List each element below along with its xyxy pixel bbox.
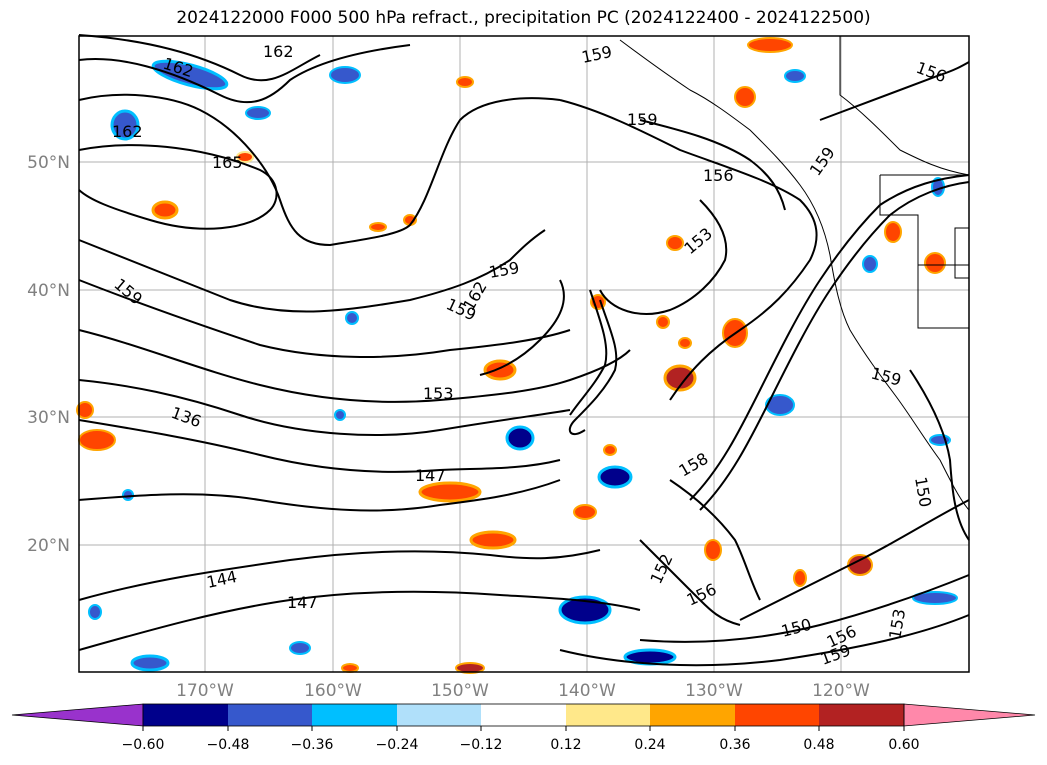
colorbar-segment bbox=[228, 704, 312, 726]
colorbar-extend-high bbox=[903, 703, 1036, 727]
contour-label: 156 bbox=[703, 166, 734, 185]
map-frame bbox=[78, 35, 970, 673]
colorbar-segment bbox=[397, 704, 481, 726]
contour-label: 147 bbox=[287, 593, 318, 612]
colorbar-tick-label: −0.24 bbox=[376, 737, 419, 753]
colorbar-segment bbox=[312, 704, 397, 726]
contour-label: 162 bbox=[112, 122, 143, 141]
colorbar-segment bbox=[735, 704, 819, 726]
contour-label: 159 bbox=[627, 110, 658, 129]
colorbar-tick-label: 0.60 bbox=[888, 737, 919, 753]
colorbar-segment bbox=[819, 704, 904, 726]
colorbar-tick-label: 0.12 bbox=[550, 737, 581, 753]
map-title: 2024122000 F000 500 hPa refract., precip… bbox=[176, 8, 871, 28]
lon-label: 150°W bbox=[431, 681, 489, 701]
lat-label: 20°N bbox=[27, 536, 70, 556]
contour-label: 153 bbox=[423, 384, 454, 403]
colorbar-tick-label: 0.36 bbox=[719, 737, 750, 753]
lon-label: 130°W bbox=[685, 681, 743, 701]
contour-label: 162 bbox=[263, 42, 294, 61]
contour-label: 165 bbox=[212, 153, 243, 172]
colorbar-tick-label: −0.48 bbox=[207, 737, 250, 753]
contour-label: 147 bbox=[415, 466, 446, 485]
lon-label: 160°W bbox=[304, 681, 362, 701]
lat-label: 30°N bbox=[27, 408, 70, 428]
colorbar-tick-label: −0.60 bbox=[122, 737, 165, 753]
colorbar: −0.60 −0.48 −0.36 −0.24 −0.12 0.12 0.24 … bbox=[11, 703, 1036, 753]
colorbar-tick-label: 0.48 bbox=[803, 737, 834, 753]
lon-label: 120°W bbox=[812, 681, 870, 701]
colorbar-tick-label: −0.36 bbox=[291, 737, 334, 753]
colorbar-segment bbox=[481, 704, 566, 726]
colorbar-extend-low bbox=[11, 703, 144, 727]
longitude-labels: 170°W 160°W 150°W 140°W 130°W 120°W bbox=[176, 681, 870, 701]
latitude-labels: 50°N 40°N 30°N 20°N bbox=[27, 153, 70, 556]
colorbar-tick-label: 0.24 bbox=[634, 737, 665, 753]
colorbar-segment bbox=[566, 704, 650, 726]
colorbar-segment bbox=[650, 704, 735, 726]
lat-label: 40°N bbox=[27, 281, 70, 301]
colorbar-tick-label: −0.12 bbox=[460, 737, 503, 753]
colorbar-segment bbox=[143, 704, 228, 726]
lat-label: 50°N bbox=[27, 153, 70, 173]
lon-label: 170°W bbox=[176, 681, 234, 701]
height-contours bbox=[78, 34, 970, 667]
lon-label: 140°W bbox=[558, 681, 616, 701]
